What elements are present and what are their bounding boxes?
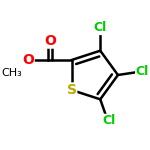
Text: Cl: Cl bbox=[136, 65, 149, 78]
Text: Cl: Cl bbox=[102, 114, 116, 127]
Text: O: O bbox=[44, 34, 56, 48]
Text: CH₃: CH₃ bbox=[2, 68, 22, 78]
Text: Cl: Cl bbox=[94, 21, 107, 34]
Text: O: O bbox=[22, 53, 34, 67]
Text: S: S bbox=[67, 83, 77, 97]
